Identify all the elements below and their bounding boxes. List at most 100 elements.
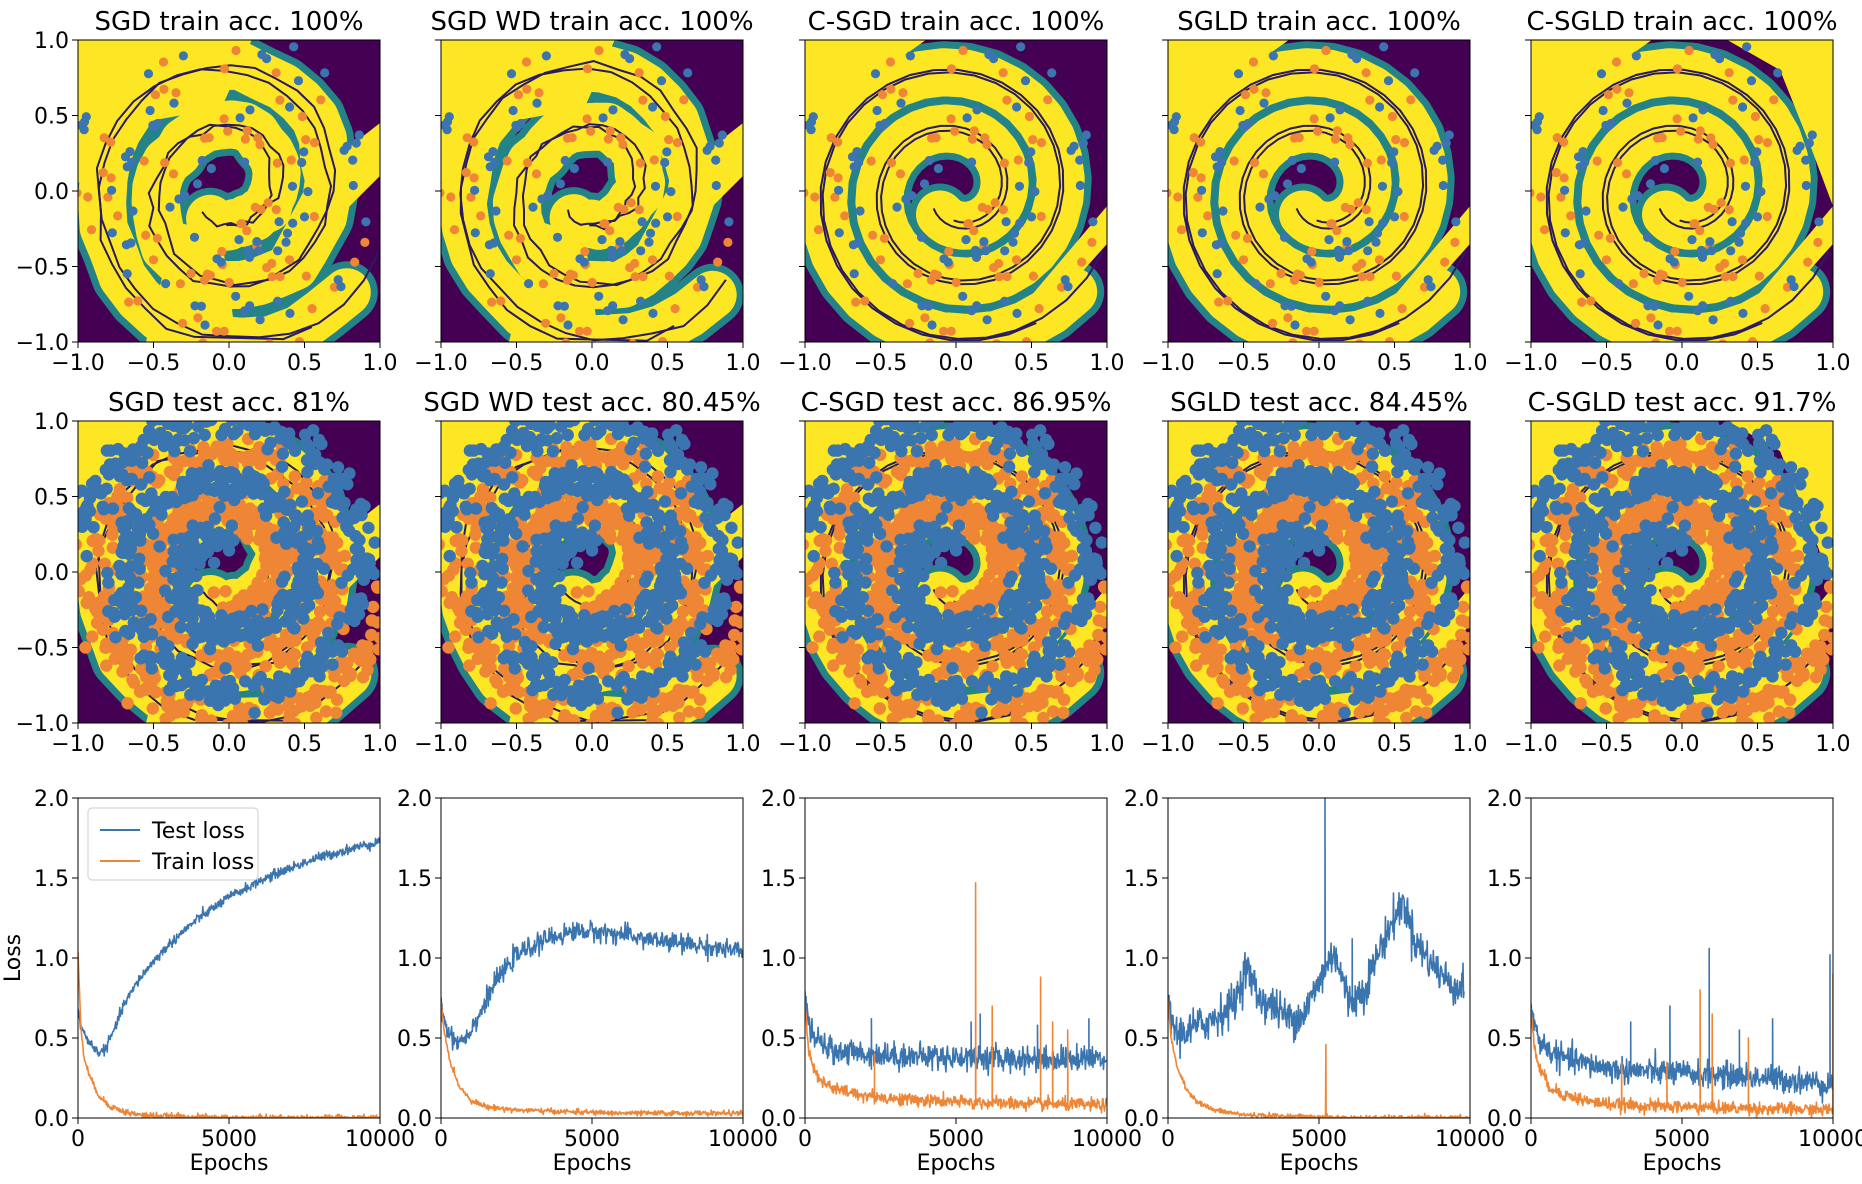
data-point-class0: [929, 459, 942, 472]
data-point-class1: [946, 114, 956, 124]
data-point-class0: [1009, 228, 1020, 238]
data-point-class0: [197, 155, 207, 166]
data-point-class0: [355, 592, 368, 605]
data-point-class0: [954, 428, 967, 441]
data-point-class0: [696, 275, 706, 285]
data-point-class0: [1375, 308, 1385, 318]
data-point-class0: [1006, 615, 1019, 628]
plot-background: [805, 798, 1107, 1118]
data-point-class1: [1099, 643, 1107, 656]
data-point-class0: [648, 308, 658, 318]
x-tick-label: 10000: [708, 1127, 778, 1152]
data-point-class0: [967, 306, 977, 316]
data-point-class0: [1042, 437, 1055, 451]
data-point-class0: [581, 694, 594, 707]
data-point-class1: [283, 694, 296, 707]
data-point-class1: [1399, 211, 1409, 222]
data-point-class0: [361, 217, 371, 227]
data-point-class1: [969, 126, 979, 136]
data-point-class0: [592, 472, 605, 485]
data-point-class0: [146, 527, 160, 540]
data-point-class1: [617, 458, 630, 471]
data-point-class0: [78, 519, 85, 532]
data-point-class0: [1033, 574, 1046, 587]
data-point-class0: [1017, 514, 1031, 527]
data-point-class0: [597, 235, 607, 245]
data-point-class1: [331, 536, 344, 550]
data-point-class1: [309, 138, 320, 148]
data-point-class1: [931, 714, 945, 723]
data-point-class0: [509, 527, 523, 540]
data-point-class0: [1423, 275, 1433, 285]
data-point-class1: [922, 709, 936, 722]
data-point-class0: [590, 428, 603, 441]
data-point-class0: [149, 122, 159, 132]
data-point-class0: [666, 187, 676, 197]
y-tick-label: 1.5: [761, 867, 796, 892]
data-point-class1: [111, 490, 124, 503]
x-tick-label: 0: [71, 1127, 85, 1152]
data-point-class0: [137, 649, 150, 662]
data-point-class0: [87, 521, 100, 534]
data-point-class0: [465, 576, 478, 589]
data-point-class1: [354, 654, 368, 667]
data-point-class1: [469, 137, 479, 147]
data-point-class0: [216, 257, 226, 267]
data-point-class1: [1450, 237, 1460, 247]
data-point-class1: [240, 589, 253, 603]
data-point-class0: [168, 421, 181, 432]
data-point-class0: [677, 636, 691, 649]
decision-region-class1: [508, 221, 600, 342]
data-point-class0: [1169, 125, 1179, 135]
data-point-class1: [242, 226, 252, 236]
data-point-class0: [80, 549, 93, 563]
data-point-class1: [513, 90, 524, 100]
data-point-class1: [568, 448, 582, 461]
data-point-class0: [443, 549, 456, 563]
data-point-class1: [1203, 211, 1213, 221]
data-point-class1: [694, 536, 707, 550]
data-point-class1: [840, 211, 850, 221]
x-tick-label: −0.5: [127, 351, 180, 376]
data-point-class0: [650, 181, 661, 191]
data-point-class0: [870, 69, 881, 79]
data-point-class0: [153, 540, 166, 553]
data-point-class0: [713, 604, 726, 618]
data-point-class0: [1324, 235, 1334, 245]
data-point-class0: [705, 141, 715, 151]
data-point-class0: [107, 228, 117, 238]
data-point-class1: [142, 551, 155, 564]
data-point-class1: [344, 669, 357, 683]
data-point-class1: [83, 192, 93, 202]
data-point-class0: [1041, 636, 1055, 649]
data-point-class0: [1068, 478, 1081, 491]
data-point-class1: [679, 95, 689, 105]
data-point-class0: [81, 112, 91, 122]
y-tick-label: 1.5: [34, 867, 69, 892]
data-point-class1: [1196, 173, 1206, 183]
data-point-class1: [289, 717, 302, 723]
data-point-class0: [1002, 460, 1016, 473]
data-point-class0: [118, 589, 131, 602]
plot-area: [1168, 421, 1470, 723]
data-point-class0: [555, 622, 569, 635]
data-point-class0: [541, 434, 554, 447]
data-point-class0: [849, 162, 859, 172]
data-point-class1: [236, 717, 249, 723]
data-point-class1: [848, 652, 861, 665]
data-point-class0: [914, 432, 927, 445]
data-point-class1: [1340, 202, 1350, 212]
data-point-class1: [146, 702, 159, 715]
data-point-class1: [984, 535, 998, 548]
data-point-class0: [698, 645, 712, 658]
data-point-class0: [905, 421, 918, 435]
data-point-class0: [523, 430, 536, 444]
data-point-class0: [927, 320, 937, 330]
data-point-class1: [92, 544, 105, 558]
data-point-class0: [362, 521, 375, 534]
data-point-class0: [283, 437, 297, 451]
data-point-class0: [930, 470, 943, 483]
data-point-class1: [668, 693, 681, 707]
data-point-class0: [1003, 447, 1017, 460]
